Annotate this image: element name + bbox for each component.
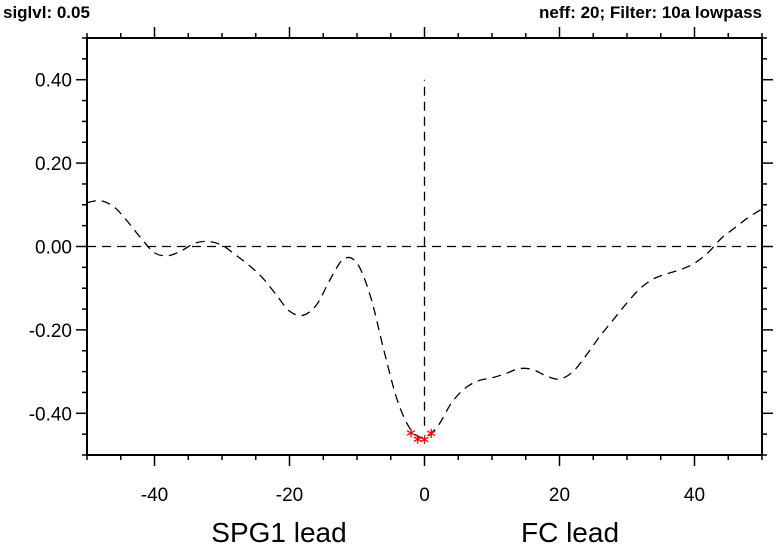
y-tick-label: 0.00 — [35, 238, 72, 259]
significance-marker — [427, 428, 436, 438]
x-label-left: SPG1 lead — [211, 517, 346, 545]
x-tick-label: -40 — [141, 485, 168, 506]
header-right: neff: 20; Filter: 10a lowpass — [539, 3, 762, 22]
significance-marker — [413, 434, 422, 444]
significance-markers — [406, 428, 436, 445]
significance-marker — [406, 428, 416, 438]
axis-ticks — [76, 27, 773, 466]
reference-lines — [87, 79, 762, 426]
x-tick-label: 40 — [684, 485, 705, 506]
y-tick-label: 0.20 — [35, 154, 72, 175]
y-tick-label: -0.40 — [29, 404, 72, 425]
plot-area — [87, 79, 762, 445]
series-line-0 — [87, 199, 762, 439]
series-layer — [87, 199, 762, 439]
x-tick-label: -20 — [276, 485, 303, 506]
plot-frame — [86, 37, 763, 456]
tick-labels: -0.40 -0.20 0.00 0.20 0.40 -40 -20 0 20 40 — [29, 71, 705, 506]
x-label-right: FC lead — [521, 517, 619, 545]
y-tick-label: 0.40 — [35, 71, 72, 92]
header-left: siglvl: 0.05 — [3, 3, 90, 22]
significance-marker — [420, 435, 429, 445]
x-tick-label: 20 — [549, 485, 570, 506]
y-tick-label: -0.20 — [29, 321, 72, 342]
x-tick-label: 0 — [419, 485, 430, 506]
